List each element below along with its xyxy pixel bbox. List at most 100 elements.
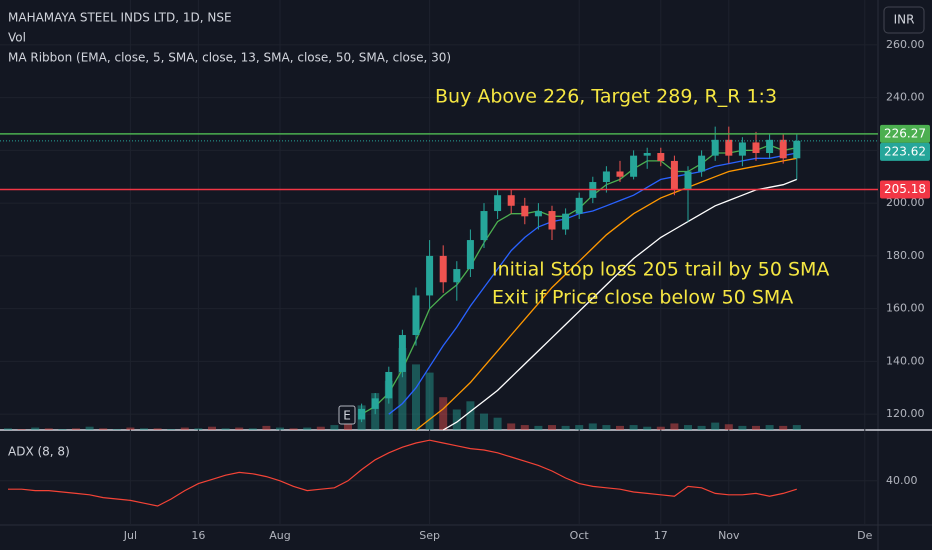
volume-label: Vol <box>8 31 26 45</box>
price-tag-label: 205.18 <box>884 182 926 196</box>
candle-body <box>507 195 515 206</box>
y-tick-label: 260.00 <box>886 38 925 51</box>
price-tag <box>880 142 930 161</box>
chart-title: MAHAMAYA STEEL INDS LTD, 1D, NSE <box>8 11 232 25</box>
ma-line <box>388 152 797 415</box>
x-tick-label: Aug <box>269 529 290 542</box>
candle-body <box>616 171 624 177</box>
volume-bar <box>711 422 720 430</box>
candle-body <box>358 408 366 420</box>
y-tick-label: 200.00 <box>886 196 925 209</box>
volume-bar <box>44 428 53 430</box>
candle-body <box>738 142 746 156</box>
volume-bar <box>398 348 407 430</box>
candle-body <box>698 155 706 172</box>
volume-bar <box>412 364 420 430</box>
plot-layer <box>0 0 878 525</box>
annotation: Buy Above 226, Target 289, R_R 1:3 <box>435 86 777 108</box>
volume-bar <box>684 425 692 430</box>
volume-bar <box>112 429 121 430</box>
volume-bar <box>643 426 652 430</box>
x-tick-label: Sep <box>419 529 440 542</box>
candle-body <box>575 197 583 214</box>
y-tick-label: 240.00 <box>886 91 925 104</box>
candle-body <box>426 255 434 296</box>
volume-bar <box>765 425 774 430</box>
volume-bar <box>208 426 216 430</box>
candle-body <box>453 269 461 283</box>
annotation: Initial Stop loss 205 trail by 50 SMA <box>492 259 829 281</box>
currency-label[interactable]: INR <box>894 13 915 27</box>
candle-body <box>643 153 651 156</box>
volume-bar <box>140 428 148 430</box>
volume-bar <box>316 426 325 430</box>
volume-bar <box>99 428 108 430</box>
volume-bar <box>697 425 706 430</box>
volume-bar <box>738 425 747 430</box>
x-tick-label: De <box>857 529 872 542</box>
candle-body <box>371 398 379 409</box>
volume-bar <box>330 425 339 430</box>
volume-bar <box>167 429 176 430</box>
volume-bar <box>344 421 352 430</box>
volume-bar <box>629 425 638 430</box>
volume-bar <box>561 425 570 430</box>
volume-bar <box>72 428 80 430</box>
volume-bar <box>466 401 475 430</box>
volume-bar <box>303 427 312 430</box>
volume-bar <box>425 372 434 430</box>
y-tick-label: 160.00 <box>886 302 925 315</box>
candle-body <box>766 139 774 154</box>
volume-bar <box>670 423 679 430</box>
volume-bar <box>235 427 244 430</box>
candle-body <box>398 335 406 372</box>
volume-bar <box>602 425 611 430</box>
volume-bar <box>180 427 189 430</box>
candle-body <box>684 171 692 190</box>
volume-bar <box>153 428 162 430</box>
candle-body <box>439 255 447 283</box>
candle-body <box>385 371 393 399</box>
ma-line <box>442 178 798 431</box>
candle-body <box>752 142 760 154</box>
candle-body <box>711 139 719 156</box>
volume-bar <box>507 423 516 430</box>
volume-bar <box>194 428 203 430</box>
volume-bar <box>439 397 448 430</box>
candle-body <box>779 139 787 159</box>
volume-bar <box>752 425 760 430</box>
candle-body <box>534 211 542 217</box>
volume-bar <box>575 425 584 430</box>
x-tick-label: 17 <box>654 529 668 542</box>
volume-bar <box>4 428 12 430</box>
candle-body <box>521 205 529 217</box>
volume-bar <box>779 425 788 430</box>
volume-bar <box>85 426 94 430</box>
earnings-marker-box[interactable] <box>338 405 356 425</box>
price-tag-label: 226.27 <box>884 126 926 140</box>
volume-bar <box>126 427 135 430</box>
earnings-marker[interactable]: E <box>343 409 351 423</box>
volume-bar <box>289 428 298 430</box>
price-tag-label: 223.62 <box>884 144 926 158</box>
volume-bar <box>221 428 230 430</box>
volume-bar <box>656 426 665 430</box>
candle-body <box>793 140 801 159</box>
ma-line <box>415 157 797 431</box>
ribbon-label: MA Ribbon (EMA, close, 5, SMA, close, 13… <box>8 51 451 65</box>
volume-bar <box>493 417 502 430</box>
volume-bar <box>276 427 284 430</box>
x-tick-label: Jul <box>123 529 137 542</box>
volume-bar <box>17 429 26 430</box>
volume-bar <box>534 425 543 430</box>
candle-body <box>494 195 502 212</box>
volume-bar <box>616 425 624 430</box>
currency-button[interactable] <box>883 6 925 34</box>
candle-body <box>548 211 556 230</box>
candle-body <box>657 153 665 161</box>
volume-bar <box>31 427 40 430</box>
adx-label: ADX (8, 8) <box>8 445 70 459</box>
volume-bar <box>520 425 529 430</box>
volume-bar <box>588 423 597 430</box>
